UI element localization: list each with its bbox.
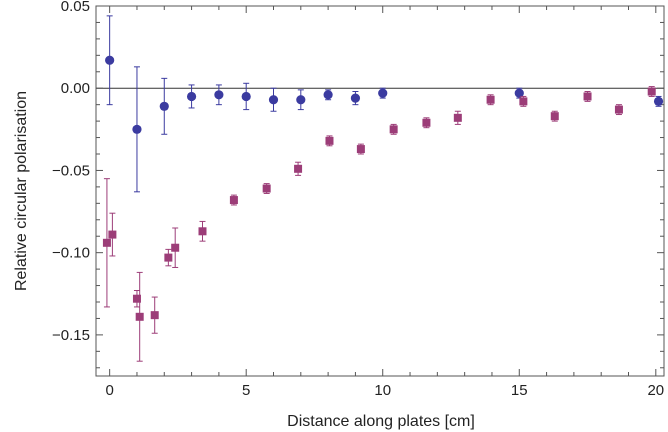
data-point-square <box>171 243 180 252</box>
series-2 <box>102 86 656 362</box>
data-point-circle <box>378 88 388 98</box>
data-point-circle <box>241 91 251 102</box>
tick-marks-layer <box>96 5 664 376</box>
y-tick-label: 0.00 <box>61 80 90 97</box>
data-point-circle <box>105 55 115 65</box>
y-tick-label: −0.15 <box>52 327 90 344</box>
x-tick-label: 10 <box>374 382 391 399</box>
y-axis-title: Relative circular polarisation <box>13 91 30 291</box>
data-point-circle <box>214 90 224 100</box>
data-point-circle <box>186 91 197 102</box>
data-point-square <box>389 125 398 134</box>
x-tick-label: 0 <box>105 382 113 399</box>
data-point-square <box>614 105 623 114</box>
data-point-circle <box>268 95 279 105</box>
data-point-square <box>583 92 592 101</box>
data-point-square <box>453 113 462 122</box>
data-point-circle <box>323 90 333 100</box>
data-point-square <box>550 112 559 121</box>
data-point-square <box>132 294 141 303</box>
data-point-circle <box>296 95 306 105</box>
data-point-circle <box>514 88 524 98</box>
data-point-square <box>108 230 117 239</box>
data-point-circle <box>653 96 664 106</box>
data-point-square <box>422 118 431 127</box>
data-point-square <box>198 227 207 236</box>
x-tick-label: 5 <box>242 382 250 399</box>
data-point-square <box>102 238 111 247</box>
data-point-circle <box>350 93 361 103</box>
y-tick-label: 0.05 <box>61 0 90 15</box>
x-tick-label: 20 <box>647 382 664 399</box>
data-point-square <box>294 164 303 173</box>
data-point-square <box>150 311 159 320</box>
data-point-circle <box>159 101 169 111</box>
tick-labels-layer: 0 5 10 15 20 −0.15 −0.10 −0.05 0.00 0.05 <box>52 0 664 399</box>
data-point-square <box>519 97 528 106</box>
x-axis-title: Distance along plates [cm] <box>287 413 475 430</box>
series-1 <box>105 15 664 193</box>
data-point-square <box>262 184 271 193</box>
data-point-square <box>486 95 495 104</box>
data-point-square <box>356 145 365 154</box>
data-point-square <box>164 253 173 262</box>
y-tick-label: −0.05 <box>52 162 90 179</box>
data-point-square <box>135 312 144 321</box>
data-point-square <box>647 87 656 96</box>
data-point-square <box>325 136 334 145</box>
x-tick-label: 15 <box>511 382 528 399</box>
data-point-square <box>229 196 238 205</box>
data-point-circle <box>132 124 142 134</box>
plot-frame <box>95 5 665 377</box>
y-tick-label: −0.10 <box>52 245 90 262</box>
series-layer <box>102 15 664 362</box>
